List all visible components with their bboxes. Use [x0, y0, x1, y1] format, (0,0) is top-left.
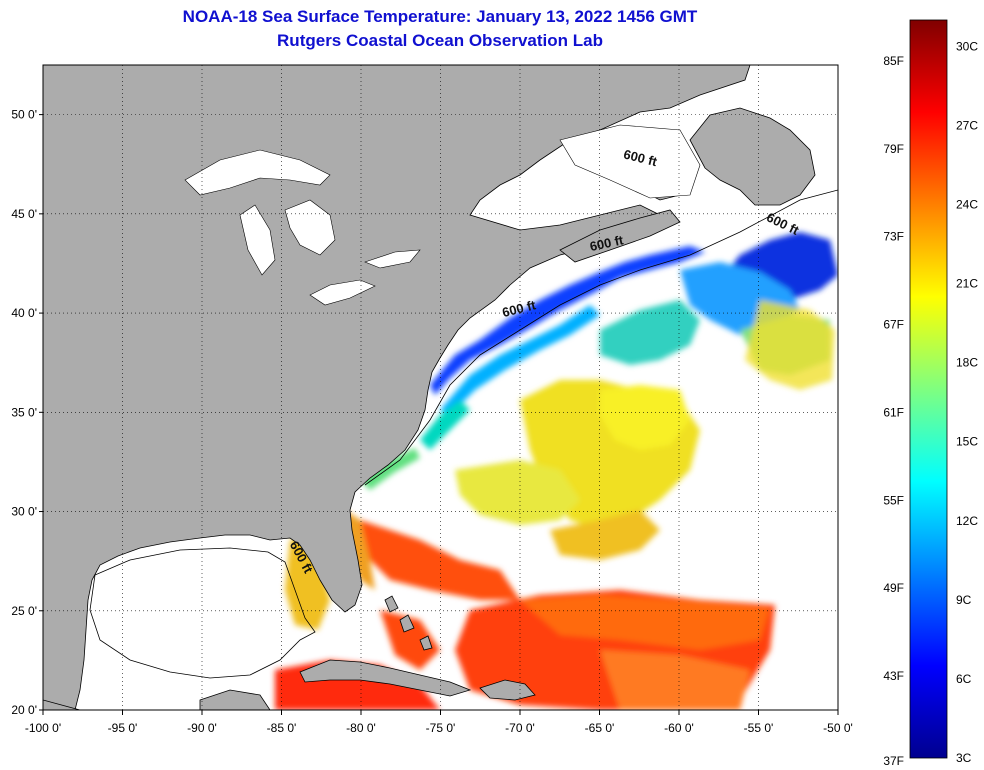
colorbar-fahrenheit-label: 37F	[883, 754, 904, 768]
colorbar-fahrenheit-label: 85F	[883, 54, 904, 68]
lat-tick-label: 50 0'	[11, 108, 37, 122]
colorbar-celsius-label: 6C	[956, 672, 972, 686]
gulf-contour	[89, 547, 316, 679]
colorbar-fahrenheit-label: 73F	[883, 230, 904, 244]
lon-tick-label: -55 0'	[744, 721, 774, 735]
lakes	[184, 124, 701, 306]
colorbar-celsius-label: 27C	[956, 118, 978, 132]
lon-tick-label: -65 0'	[585, 721, 615, 735]
shelf-contour	[364, 189, 838, 486]
colorbar-celsius-label: 18C	[956, 356, 978, 370]
colorbar-celsius-label: 9C	[956, 593, 972, 607]
colorbar-celsius-label: 12C	[956, 514, 978, 528]
colorbar-celsius-label: 15C	[956, 435, 978, 449]
colorbar-labels: 3C 6C 9C 12C 15C 18C 21C 24C 27C 30C 37F 43F 49F 55F 6…	[883, 39, 978, 768]
axis-ticks: -100 0' -95 0' -90 0' -85 0' -80 0' -75 0' -70…	[11, 108, 852, 735]
lon-tick-label: -60 0'	[664, 721, 694, 735]
lon-tick-label: -80 0'	[346, 721, 376, 735]
colorbar-celsius-label: 3C	[956, 751, 972, 765]
lat-tick-label: 25 0'	[11, 604, 37, 618]
lat-tick-label: 20 0'	[11, 703, 37, 717]
colorbar-fahrenheit-label: 43F	[883, 669, 904, 683]
lat-tick-label: 30 0'	[11, 505, 37, 519]
colorbar-fahrenheit-label: 55F	[883, 493, 904, 507]
map-title: NOAA-18 Sea Surface Temperature: January…	[182, 7, 698, 26]
lon-tick-label: -100 0'	[25, 721, 61, 735]
sst-data-layer	[275, 232, 838, 710]
colorbar-fahrenheit-label: 49F	[883, 581, 904, 595]
lon-tick-label: -95 0'	[108, 721, 138, 735]
lat-tick-label: 40 0'	[11, 306, 37, 320]
graticule	[43, 65, 838, 710]
lon-tick-label: -70 0'	[505, 721, 535, 735]
map-subtitle: Rutgers Coastal Ocean Observation Lab	[277, 31, 603, 50]
colorbar-fahrenheit-label: 67F	[883, 318, 904, 332]
colorbar-celsius-label: 21C	[956, 277, 978, 291]
colorbar	[909, 19, 948, 759]
lat-tick-label: 45 0'	[11, 207, 37, 221]
colorbar-fahrenheit-label: 79F	[883, 142, 904, 156]
colorbar-celsius-label: 30C	[956, 39, 978, 53]
land-mass	[43, 65, 816, 710]
lon-tick-label: -50 0'	[823, 721, 853, 735]
lon-tick-label: -90 0'	[187, 721, 217, 735]
depth-contour-label: 600 ft	[588, 232, 625, 254]
colorbar-celsius-label: 24C	[956, 198, 978, 212]
lat-tick-label: 35 0'	[11, 405, 37, 419]
lon-tick-label: -85 0'	[267, 721, 297, 735]
colorbar-fahrenheit-label: 61F	[883, 405, 904, 419]
lon-tick-label: -75 0'	[426, 721, 456, 735]
